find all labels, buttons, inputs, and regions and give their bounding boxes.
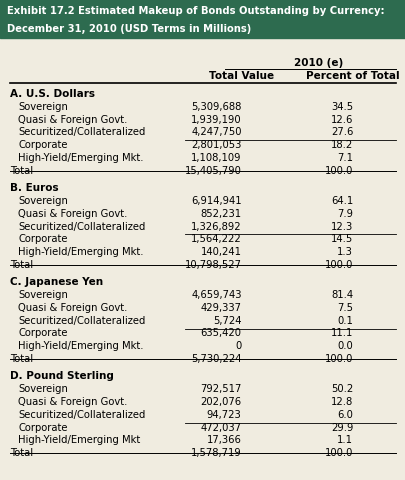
Text: 11.1: 11.1	[330, 328, 352, 338]
Text: 4,247,750: 4,247,750	[191, 127, 241, 137]
Text: 81.4: 81.4	[330, 289, 352, 299]
Text: High-Yield/Emerging Mkt.: High-Yield/Emerging Mkt.	[18, 341, 143, 351]
Text: Sovereign: Sovereign	[18, 195, 68, 205]
Text: C. Japanese Yen: C. Japanese Yen	[10, 276, 103, 287]
Text: 1.3: 1.3	[337, 247, 352, 257]
Text: Total Value: Total Value	[209, 71, 273, 81]
Text: 17,366: 17,366	[206, 434, 241, 444]
Text: 12.8: 12.8	[330, 396, 352, 406]
Text: 7.1: 7.1	[337, 153, 352, 163]
Text: 100.0: 100.0	[324, 447, 352, 457]
Text: Corporate: Corporate	[18, 328, 68, 338]
Text: 2010 (e): 2010 (e)	[293, 58, 343, 68]
Text: Quasi & Foreign Govt.: Quasi & Foreign Govt.	[18, 396, 127, 406]
Text: 1.1: 1.1	[337, 434, 352, 444]
Text: High-Yield/Emerging Mkt.: High-Yield/Emerging Mkt.	[18, 153, 143, 163]
Text: 12.3: 12.3	[330, 221, 352, 231]
Text: A. U.S. Dollars: A. U.S. Dollars	[10, 89, 95, 98]
Text: 7.5: 7.5	[337, 302, 352, 312]
Text: Quasi & Foreign Govt.: Quasi & Foreign Govt.	[18, 208, 127, 218]
Text: Quasi & Foreign Govt.: Quasi & Foreign Govt.	[18, 114, 127, 124]
Text: 635,420: 635,420	[200, 328, 241, 338]
Text: 0: 0	[235, 341, 241, 351]
Text: 1,939,190: 1,939,190	[190, 114, 241, 124]
Text: 5,309,688: 5,309,688	[191, 101, 241, 111]
Text: 1,326,892: 1,326,892	[190, 221, 241, 231]
Text: 792,517: 792,517	[200, 383, 241, 393]
Text: 94,723: 94,723	[206, 409, 241, 419]
Text: 12.6: 12.6	[330, 114, 352, 124]
Text: Exhibit 17.2 Estimated Makeup of Bonds Outstanding by Currency:: Exhibit 17.2 Estimated Makeup of Bonds O…	[7, 6, 384, 16]
Text: 18.2: 18.2	[330, 140, 352, 150]
Text: High-Yield/Emerging Mkt.: High-Yield/Emerging Mkt.	[18, 247, 143, 257]
Text: 64.1: 64.1	[330, 195, 352, 205]
Text: Total: Total	[10, 260, 33, 270]
Text: 10,798,527: 10,798,527	[184, 260, 241, 270]
Text: 140,241: 140,241	[200, 247, 241, 257]
Text: 0.1: 0.1	[337, 315, 352, 325]
Text: 429,337: 429,337	[200, 302, 241, 312]
Text: Securitized/Collateralized: Securitized/Collateralized	[18, 221, 145, 231]
Text: Corporate: Corporate	[18, 422, 68, 432]
Text: Securitized/Collateralized: Securitized/Collateralized	[18, 127, 145, 137]
Text: 1,564,222: 1,564,222	[190, 234, 241, 244]
Text: 15,405,790: 15,405,790	[184, 166, 241, 176]
Text: Sovereign: Sovereign	[18, 383, 68, 393]
Text: 7.9: 7.9	[337, 208, 352, 218]
Text: 100.0: 100.0	[324, 354, 352, 363]
Text: 29.9: 29.9	[330, 422, 352, 432]
Text: B. Euros: B. Euros	[10, 182, 59, 192]
Text: 202,076: 202,076	[200, 396, 241, 406]
Text: 1,108,109: 1,108,109	[191, 153, 241, 163]
Text: 100.0: 100.0	[324, 260, 352, 270]
Text: 472,037: 472,037	[200, 422, 241, 432]
Text: Total: Total	[10, 447, 33, 457]
Text: 50.2: 50.2	[330, 383, 352, 393]
Text: Securitized/Collateralized: Securitized/Collateralized	[18, 315, 145, 325]
Text: 5,730,224: 5,730,224	[191, 354, 241, 363]
Text: 6.0: 6.0	[337, 409, 352, 419]
Text: 5,724: 5,724	[213, 315, 241, 325]
Text: Corporate: Corporate	[18, 234, 68, 244]
Text: 2,801,053: 2,801,053	[191, 140, 241, 150]
Text: D. Pound Sterling: D. Pound Sterling	[10, 370, 114, 380]
Text: Sovereign: Sovereign	[18, 101, 68, 111]
Text: December 31, 2010 (USD Terms in Millions): December 31, 2010 (USD Terms in Millions…	[7, 24, 251, 34]
Text: Total: Total	[10, 354, 33, 363]
Text: 4,659,743: 4,659,743	[191, 289, 241, 299]
Text: 0.0: 0.0	[337, 341, 352, 351]
Text: 27.6: 27.6	[330, 127, 352, 137]
Text: 852,231: 852,231	[200, 208, 241, 218]
Text: Securitized/Collateralized: Securitized/Collateralized	[18, 409, 145, 419]
Text: 1,578,719: 1,578,719	[190, 447, 241, 457]
Text: Corporate: Corporate	[18, 140, 68, 150]
Text: 100.0: 100.0	[324, 166, 352, 176]
Text: 34.5: 34.5	[330, 101, 352, 111]
Text: Quasi & Foreign Govt.: Quasi & Foreign Govt.	[18, 302, 127, 312]
Text: Total: Total	[10, 166, 33, 176]
Text: 14.5: 14.5	[330, 234, 352, 244]
Text: High-Yield/Emerging Mkt: High-Yield/Emerging Mkt	[18, 434, 140, 444]
Text: Sovereign: Sovereign	[18, 289, 68, 299]
Text: 6,914,941: 6,914,941	[190, 195, 241, 205]
Text: Percent of Total: Percent of Total	[306, 71, 399, 81]
